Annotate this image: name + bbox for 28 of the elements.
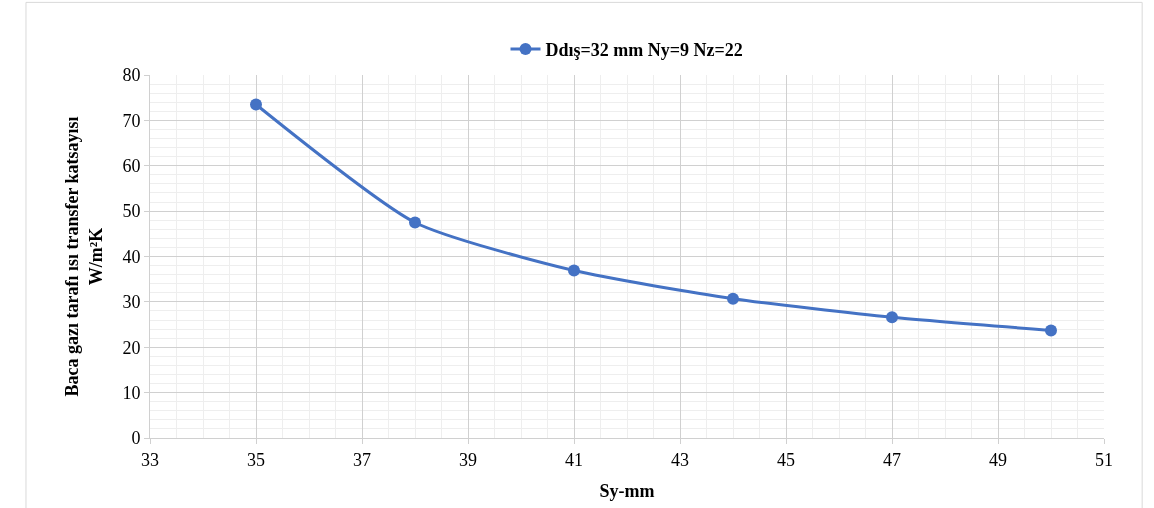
point xyxy=(886,311,898,324)
y-tick-label: 80 xyxy=(122,65,141,86)
x-tick-label: 47 xyxy=(883,449,901,470)
x-tick-label: 45 xyxy=(777,449,795,470)
point xyxy=(409,216,421,229)
x-tick-label: 43 xyxy=(671,449,689,470)
y-tick-label: 0 xyxy=(131,428,141,449)
x-tick-label: 41 xyxy=(565,449,583,470)
x-tick-label: 49 xyxy=(989,449,1007,470)
legend-label: Ddış=32 mm Ny=9 Nz=22 xyxy=(545,39,743,60)
y-tick-label: 30 xyxy=(122,292,141,313)
y-tick-label: 40 xyxy=(122,246,141,267)
x-tick-label: 51 xyxy=(1095,449,1113,470)
x-tick-label: 33 xyxy=(141,449,159,470)
x-tick-label: 35 xyxy=(247,449,265,470)
point xyxy=(1045,324,1057,337)
point xyxy=(727,292,739,305)
y-tick-label: 60 xyxy=(122,156,141,177)
y-axis-title: Baca gazı tarafı ısı transfer katsayısı W/m²K xyxy=(62,116,106,397)
point xyxy=(568,264,580,277)
x-tick-label: 39 xyxy=(459,449,477,470)
x-axis-title: Sy-mm xyxy=(599,480,655,501)
y-tick-label: 70 xyxy=(122,110,141,131)
x-tick-label: 37 xyxy=(353,449,371,470)
y-tick-label: 50 xyxy=(122,201,141,222)
y-tick-label: 20 xyxy=(122,337,141,358)
y-tick-label: 10 xyxy=(122,382,141,403)
point xyxy=(250,98,262,111)
